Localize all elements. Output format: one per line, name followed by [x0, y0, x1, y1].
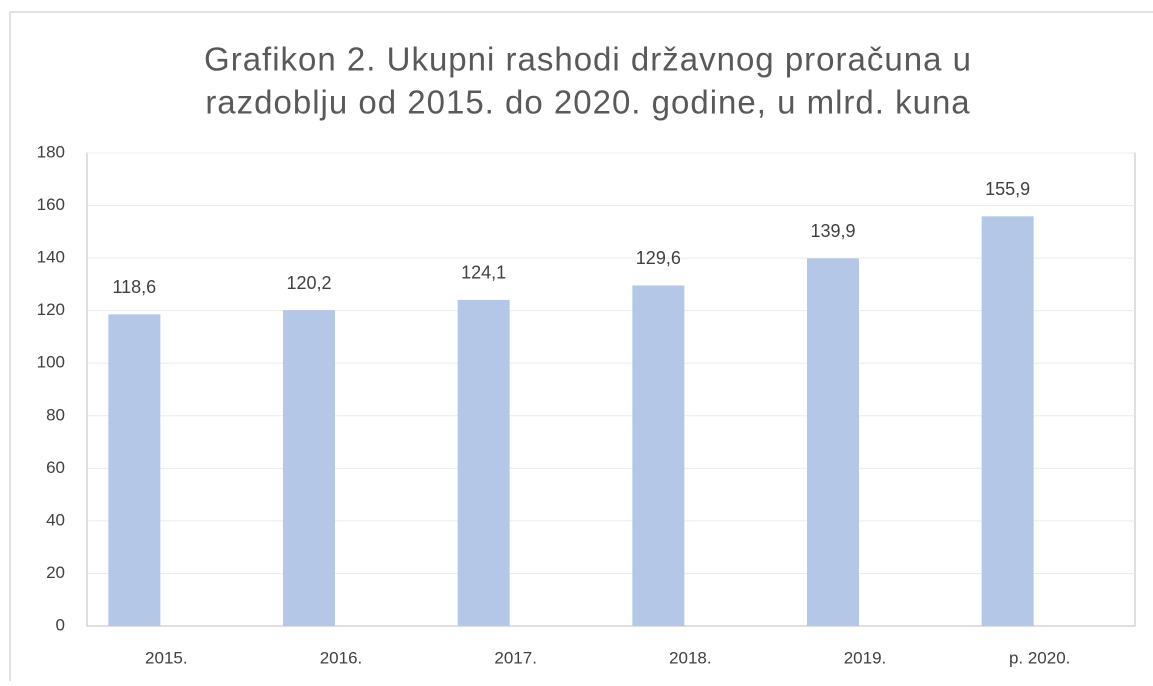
x-tick-label: 2018. — [669, 648, 712, 667]
chart-title: razdoblju od 2015. do 2020. godine, u ml… — [205, 84, 970, 121]
y-tick-label: 20 — [46, 563, 65, 582]
bar — [108, 314, 161, 626]
x-tick-label: 2019. — [844, 648, 887, 667]
y-tick-label: 80 — [46, 405, 65, 424]
x-tick-label: 2016. — [320, 648, 363, 667]
chart-title: Grafikon 2. Ukupni rashodi državnog pror… — [204, 41, 972, 78]
y-tick-label: 60 — [46, 458, 65, 477]
bar — [807, 258, 859, 626]
bar — [981, 216, 1034, 626]
value-label: 139,9 — [810, 221, 855, 241]
bar — [283, 310, 335, 626]
value-label: 129,6 — [636, 248, 681, 268]
x-tick-label: 2015. — [145, 648, 188, 667]
value-label: 155,9 — [985, 179, 1030, 199]
y-tick-label: 140 — [37, 248, 65, 267]
bar — [457, 299, 510, 626]
value-label: 124,1 — [461, 263, 506, 283]
y-tick-label: 100 — [37, 353, 65, 372]
x-tick-label: p. 2020. — [1009, 648, 1070, 667]
y-tick-label: 120 — [37, 300, 65, 319]
y-tick-label: 180 — [37, 142, 65, 161]
y-tick-label: 0 — [56, 615, 65, 634]
bar — [632, 285, 685, 626]
value-label: 120,2 — [286, 273, 331, 293]
y-tick-label: 160 — [37, 195, 65, 214]
y-tick-label: 40 — [46, 510, 65, 529]
x-tick-label: 2017. — [494, 648, 537, 667]
value-label: 118,6 — [112, 277, 156, 297]
